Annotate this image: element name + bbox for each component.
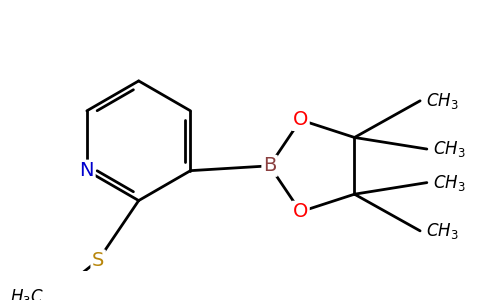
Text: $CH_3$: $CH_3$	[433, 172, 465, 193]
Text: N: N	[79, 161, 94, 180]
Text: S: S	[92, 251, 105, 270]
Text: O: O	[293, 202, 308, 221]
Text: $H_3C$: $H_3C$	[10, 287, 44, 300]
Text: $CH_3$: $CH_3$	[426, 221, 458, 241]
Text: O: O	[293, 110, 308, 129]
Text: $CH_3$: $CH_3$	[433, 139, 465, 159]
Text: $CH_3$: $CH_3$	[426, 91, 458, 111]
Text: B: B	[263, 156, 276, 175]
